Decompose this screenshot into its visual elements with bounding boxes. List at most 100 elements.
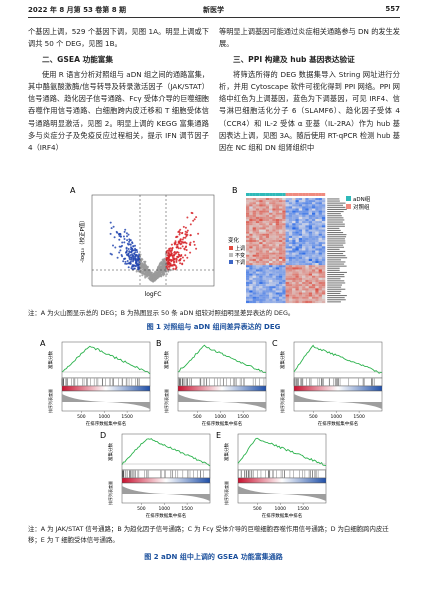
heatmap-cell [298,273,303,276]
heatmap-cell [265,261,270,264]
heatmap-cell [265,227,270,230]
heatmap-cell [288,300,293,304]
heatmap-cell [246,277,250,280]
heatmap-cell [321,284,326,287]
heatmap-cell [246,267,250,270]
heatmap-cell [312,300,316,304]
heatmap-cell [285,206,289,209]
gene-label-line [327,271,347,273]
volcano-dot [186,256,189,259]
heatmap-cell [288,292,293,295]
x-axis-label: 在排序数据集中排名 [262,512,303,519]
heatmap-cell [288,246,293,249]
heatmap-cell [308,282,313,285]
heatmap-cell [252,200,256,203]
heatmap-cell [272,221,276,224]
volcano-dot [126,239,129,242]
heatmap-cell [282,271,286,274]
heatmap-cell [315,227,319,230]
heatmap-cell [295,202,299,205]
heatmap-cell [282,254,286,257]
heatmap-cell [315,265,319,268]
heatmap-cell [295,267,299,270]
volcano-dot [150,271,153,274]
heatmap-cell [265,292,270,295]
volcano-dot [129,239,132,242]
heatmap-cell [292,248,296,251]
heatmap-cell [302,277,306,280]
volcano-dot [181,256,184,259]
heatmap-cell [282,219,286,222]
heatmap-cell [318,292,322,295]
heatmap-cell [285,279,289,283]
volcano-dot [168,247,171,250]
heatmap-cell [269,269,273,272]
heatmap-cell [249,275,253,278]
heatmap-cell [265,282,270,285]
heatmap-cell [295,275,299,278]
heatmap-cell [288,227,293,230]
heatmap-cell [302,216,306,220]
heatmap-cell [252,254,256,257]
heatmap-cell [321,244,326,247]
volcano-dot [110,227,113,230]
heatmap-cell [292,223,296,226]
y-axis-label: 富集分数 [107,443,114,461]
volcano-dot [121,241,124,244]
heatmap-cell [272,242,276,245]
heatmap-cell [259,292,263,295]
heatmap-cell [312,252,316,255]
heatmap-cell [255,265,260,268]
volcano-dot [195,216,198,219]
heatmap-cell [298,254,303,257]
heatmap-cell [279,214,283,217]
heatmap-cell [312,233,316,236]
heatmap-cell [279,248,283,251]
volcano-dot [109,221,112,224]
heatmap-cell [318,282,322,285]
heatmap-cell [308,250,313,253]
heatmap-cell [292,263,296,266]
heatmap-cell [298,256,303,259]
heatmap-cell [302,248,306,251]
heatmap-cell [265,231,270,234]
header-rule [28,17,400,18]
heatmap-cell [255,258,260,262]
heatmap-cell [312,298,316,301]
volcano-dot [186,233,189,236]
heatmap-cell [302,240,306,243]
heatmap-cell [262,265,266,268]
heatmap-cell [279,256,283,259]
heatmap-cell [275,212,280,215]
x-tick-label: 1000 [331,414,343,420]
heatmap-cell [318,242,322,245]
heatmap-cell [298,212,303,215]
heatmap-cell [321,265,326,268]
heatmap-cell [269,288,273,291]
heatmap-cell [282,275,286,278]
heatmap-cell [269,263,273,266]
heatmap-cell [288,256,293,259]
plot-frame [121,433,211,471]
heatmap-cell [275,244,280,247]
heatmap-cell [269,202,273,205]
gene-label-line [327,284,342,286]
heatmap-cell [312,231,316,234]
gene-label-line [327,234,347,236]
volcano-dot [123,258,125,260]
heatmap-cell [259,288,263,291]
heatmap-cell [312,210,316,213]
volcano-dot [195,247,198,250]
heatmap-cell [298,200,303,203]
heatmap-cell [308,248,313,251]
heatmap-cell [252,252,256,255]
heatmap-cell [262,300,266,304]
heatmap-cell [272,296,276,299]
heatmap-cell [318,219,322,222]
heatmap-cell [295,208,299,211]
heatmap-cell [312,244,316,247]
heatmap-cell [321,273,326,276]
volcano-dot [189,223,192,226]
heatmap-cell [262,263,266,266]
heatmap-cell [302,265,306,268]
